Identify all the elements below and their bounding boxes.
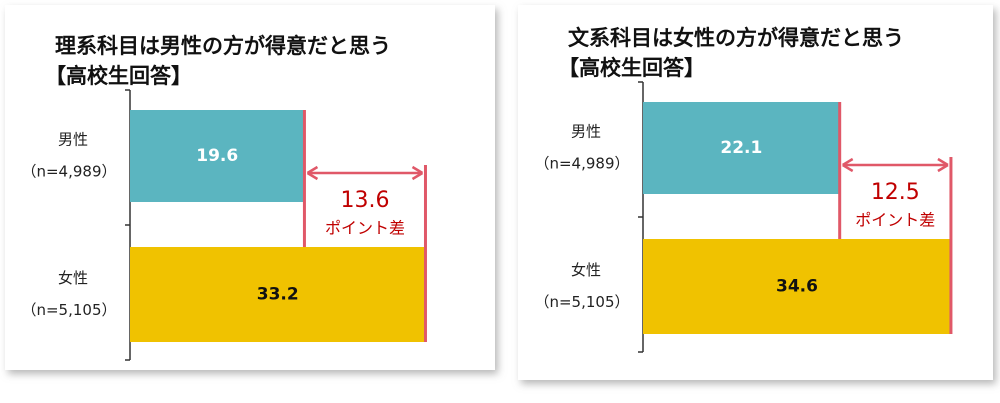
category-note: （n=5,105）: [534, 293, 629, 311]
bar: [130, 110, 305, 202]
chart-subtitle: 【高校生回答】: [558, 56, 705, 80]
category-label: 女性: [571, 261, 601, 279]
category-label: 男性: [571, 123, 601, 141]
difference-label: ポイント差: [855, 211, 935, 230]
chart-subtitle: 【高校生回答】: [45, 64, 192, 88]
value-label: 33.2: [257, 285, 299, 305]
value-label: 22.1: [720, 138, 762, 158]
chart-panel: 文系科目は女性の方が得意だと思う【高校生回答】 22.1 男性 （n=4,989） 34…: [518, 5, 993, 380]
value-label: 19.6: [196, 146, 238, 166]
chart-panel: 理系科目は男性の方が得意だと思う【高校生回答】 19.6 男性 （n=4,989） 33…: [5, 5, 495, 370]
category-note: （n=4,989）: [534, 155, 629, 173]
difference-value: 13.6: [340, 188, 389, 213]
bar: [130, 247, 426, 342]
bar: [643, 239, 951, 334]
bar: [643, 102, 840, 194]
category-note: （n=5,105）: [21, 301, 116, 319]
category-label: 男性: [58, 131, 88, 149]
difference-label: ポイント差: [325, 219, 405, 238]
category-label: 女性: [58, 269, 88, 287]
chart-title: 理系科目は男性の方が得意だと思う: [55, 34, 391, 58]
arrow-head: [842, 157, 949, 173]
value-label: 34.6: [776, 277, 818, 297]
chart-title: 文系科目は女性の方が得意だと思う: [568, 26, 904, 50]
difference-value: 12.5: [871, 180, 920, 205]
arrow-head: [306, 165, 424, 181]
category-note: （n=4,989）: [21, 163, 116, 181]
